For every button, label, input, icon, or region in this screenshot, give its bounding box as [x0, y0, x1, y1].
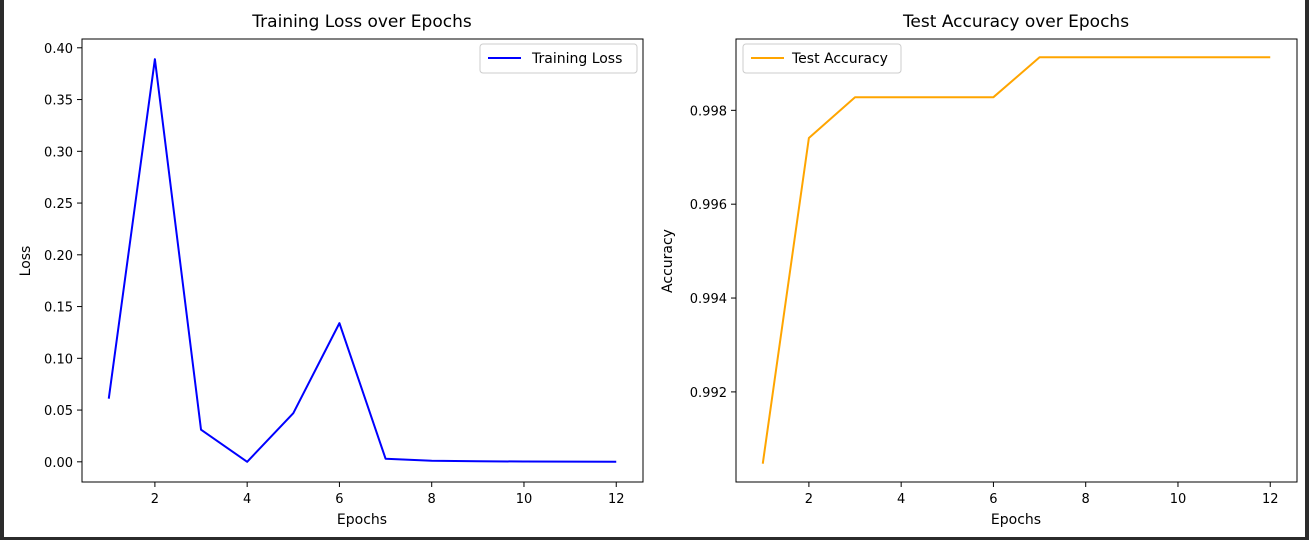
test-accuracy-chart: Test Accuracy over Epochs Epochs Accurac…: [660, 12, 1298, 528]
y-tick-label: 0.998: [690, 104, 727, 119]
legend-label: Test Accuracy: [791, 51, 888, 67]
series-line: [107, 58, 617, 463]
x-tick-label: 6: [989, 492, 997, 507]
y-tick-label: 0.00: [44, 456, 73, 471]
x-axis-label: Epochs: [991, 512, 1041, 528]
y-tick-label: 0.20: [44, 249, 73, 264]
legend: Training Loss: [479, 43, 638, 74]
y-tick-label: 0.30: [44, 145, 73, 160]
x-tick-label: 2: [805, 492, 813, 507]
series-line: [761, 56, 1271, 464]
x-tick-label: 8: [428, 492, 436, 507]
series-layer: [107, 58, 617, 463]
training-loss-chart: Training Loss over Epochs Epochs Loss 2 4…: [18, 12, 644, 528]
y-axis-label: Accuracy: [660, 229, 676, 293]
x-tick-label: 4: [897, 492, 905, 507]
y-tick-label: 0.25: [44, 197, 73, 212]
x-tick-label: 6: [335, 492, 343, 507]
y-tick-label: 0.10: [44, 352, 73, 367]
x-tick-label: 10: [1170, 492, 1187, 507]
y-tick-label: 0.35: [44, 94, 73, 109]
legend: Test Accuracy: [742, 43, 902, 74]
x-tick-label: 4: [243, 492, 251, 507]
legend-box: [479, 43, 638, 74]
plot-frame: [81, 38, 644, 483]
legend-label: Training Loss: [531, 51, 622, 67]
y-tick-label: 0.40: [44, 42, 73, 57]
x-tick-label: 12: [1262, 492, 1279, 507]
figure-canvas: [4, 0, 1305, 537]
plot-frame: [735, 38, 1298, 483]
series-layer: [761, 56, 1271, 464]
legend-box: [742, 43, 902, 74]
y-tick-label: 0.15: [44, 301, 73, 316]
axis-ticks: 2 4 6 8 10 12 0.00 0.05 0.10 0.15 0.20 0.25 0.30 0.35…: [44, 42, 624, 507]
x-tick-label: 8: [1082, 492, 1090, 507]
x-tick-label: 10: [516, 492, 533, 507]
chart-title: Training Loss over Epochs: [251, 12, 472, 32]
x-axis-label: Epochs: [337, 512, 387, 528]
y-tick-label: 0.992: [690, 386, 727, 401]
y-axis-label: Loss: [18, 246, 34, 277]
y-tick-label: 0.05: [44, 404, 73, 419]
y-tick-label: 0.996: [690, 198, 727, 213]
chart-title: Test Accuracy over Epochs: [902, 12, 1129, 32]
axis-ticks: 2 4 6 8 10 12 0.992 0.994 0.996 0.998: [690, 104, 1279, 507]
x-tick-label: 2: [151, 492, 159, 507]
y-tick-label: 0.994: [690, 292, 727, 307]
x-tick-label: 12: [608, 492, 625, 507]
